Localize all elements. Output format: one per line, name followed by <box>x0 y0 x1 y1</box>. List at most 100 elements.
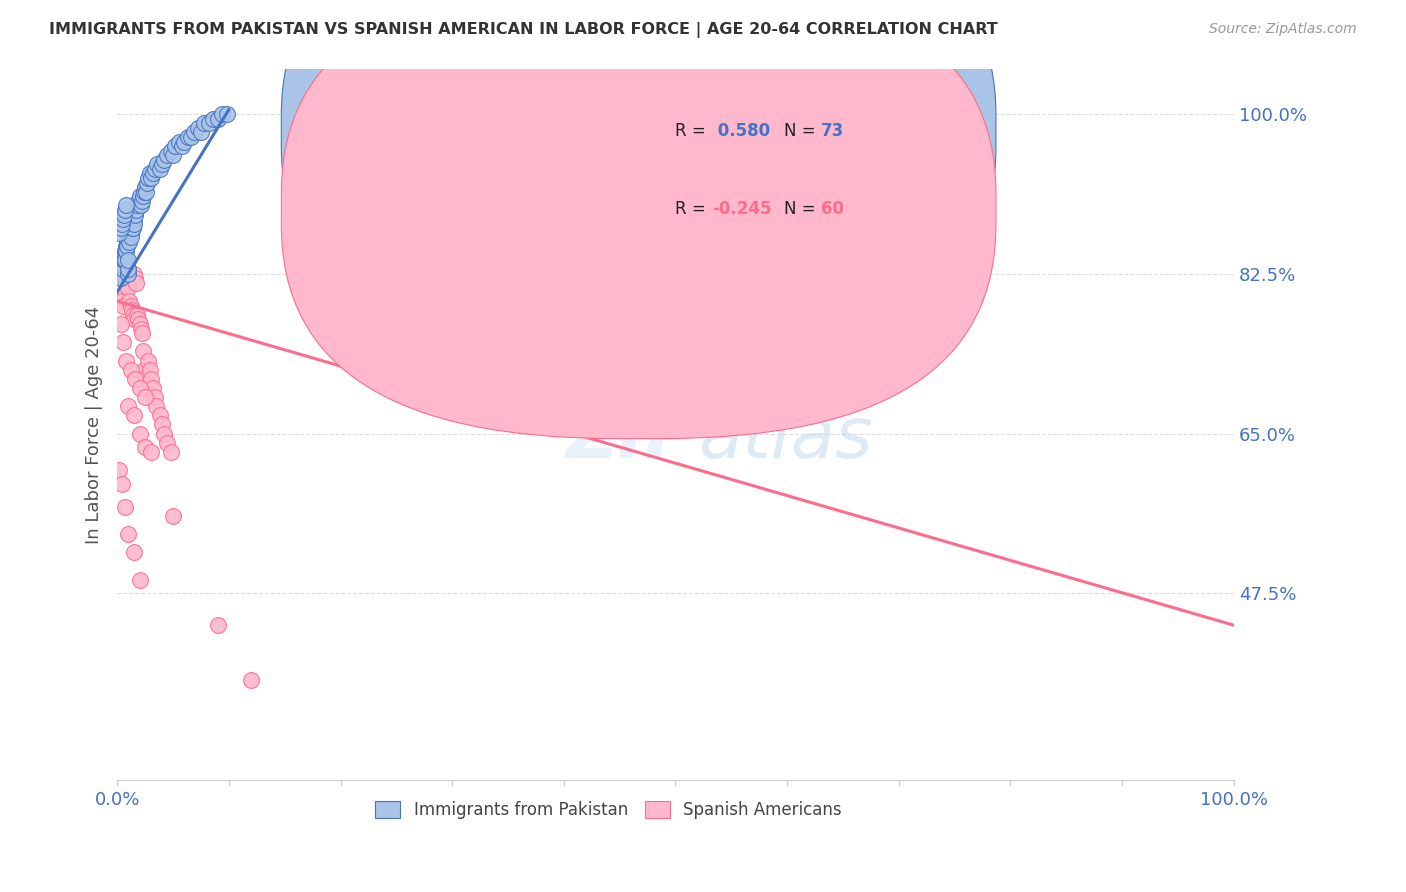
Point <box>127 198 149 212</box>
Point <box>143 161 166 176</box>
Point <box>108 267 131 281</box>
Point <box>112 271 135 285</box>
Point <box>124 208 146 222</box>
Point <box>118 235 141 249</box>
Point <box>183 125 205 139</box>
Point <box>193 116 215 130</box>
Point <box>165 139 187 153</box>
Y-axis label: In Labor Force | Age 20-64: In Labor Force | Age 20-64 <box>86 305 103 543</box>
Point <box>153 153 176 167</box>
Point <box>149 161 172 176</box>
Point <box>118 230 141 244</box>
Point <box>111 262 134 277</box>
Point <box>114 202 136 217</box>
Point <box>138 166 160 180</box>
Point <box>127 312 149 326</box>
Point <box>115 271 138 285</box>
Point <box>121 303 143 318</box>
Point <box>129 321 152 335</box>
Point <box>132 362 155 376</box>
Point <box>142 166 165 180</box>
Point <box>167 135 190 149</box>
Point <box>120 299 142 313</box>
Point <box>122 312 145 326</box>
Point <box>120 230 142 244</box>
Point <box>114 244 136 258</box>
Point <box>122 409 145 423</box>
Point <box>111 476 134 491</box>
Point <box>110 290 132 304</box>
Point <box>215 107 238 121</box>
Point <box>115 239 138 253</box>
Point <box>122 267 145 281</box>
Point <box>110 271 132 285</box>
Point <box>110 262 132 277</box>
Text: 60: 60 <box>821 201 844 219</box>
Point <box>112 249 135 263</box>
Point <box>135 381 157 395</box>
Point <box>146 157 169 171</box>
Point <box>111 253 134 268</box>
Text: Source: ZipAtlas.com: Source: ZipAtlas.com <box>1209 22 1357 37</box>
Point <box>128 426 150 441</box>
Point <box>121 217 143 231</box>
Point <box>121 221 143 235</box>
Text: N =: N = <box>783 122 821 140</box>
Point <box>159 444 181 458</box>
Point <box>190 125 212 139</box>
Point <box>128 381 150 395</box>
Point <box>131 194 153 208</box>
Point <box>115 353 138 368</box>
Point <box>128 189 150 203</box>
Point <box>159 144 181 158</box>
Point <box>162 508 184 523</box>
Text: R =: R = <box>675 122 711 140</box>
Point <box>139 444 162 458</box>
Point <box>143 390 166 404</box>
Text: R =: R = <box>675 201 711 219</box>
Point <box>121 308 143 322</box>
Point <box>121 221 143 235</box>
Point <box>108 463 131 477</box>
Point <box>111 253 134 268</box>
Point <box>132 189 155 203</box>
Point <box>187 120 209 135</box>
Point <box>111 212 134 227</box>
Point <box>128 573 150 587</box>
Point <box>207 618 229 632</box>
Point <box>115 262 138 277</box>
Point <box>176 130 198 145</box>
Point <box>117 527 139 541</box>
Point <box>162 148 184 162</box>
Point <box>156 148 179 162</box>
Point <box>207 112 229 126</box>
Point <box>111 299 134 313</box>
Point <box>114 253 136 268</box>
Point <box>240 673 263 687</box>
Point <box>117 262 139 277</box>
Point <box>170 139 193 153</box>
Text: ZIP: ZIP <box>565 404 697 473</box>
Point <box>110 317 132 331</box>
Text: 73: 73 <box>821 122 844 140</box>
Point <box>114 500 136 514</box>
Text: IMMIGRANTS FROM PAKISTAN VS SPANISH AMERICAN IN LABOR FORCE | AGE 20-64 CORRELAT: IMMIGRANTS FROM PAKISTAN VS SPANISH AMER… <box>49 22 998 38</box>
Point <box>202 112 225 126</box>
FancyBboxPatch shape <box>281 0 995 360</box>
Text: atlas: atlas <box>697 404 873 473</box>
Point <box>180 130 202 145</box>
Point <box>110 221 132 235</box>
Point <box>145 399 167 413</box>
Point <box>115 235 138 249</box>
Point <box>115 239 138 253</box>
Point <box>131 326 153 340</box>
Point <box>112 253 135 268</box>
Point <box>124 271 146 285</box>
Point <box>173 135 195 149</box>
Point <box>114 276 136 290</box>
Point <box>135 185 157 199</box>
Point <box>108 226 131 240</box>
Point <box>138 171 160 186</box>
Point <box>115 198 138 212</box>
Point <box>134 180 156 194</box>
